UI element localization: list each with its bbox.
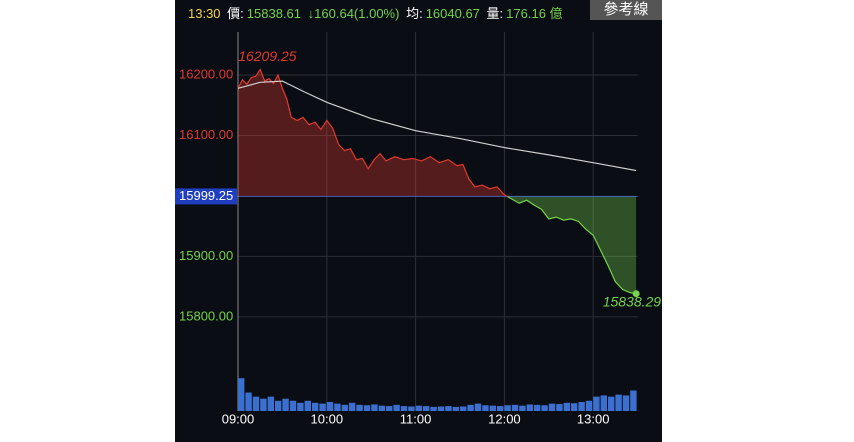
volume-bar [511,404,519,411]
price-line [237,68,509,197]
volume-bar [252,396,260,411]
average-line [237,80,637,172]
volume-bar [534,404,541,411]
volume-bar [548,403,556,411]
price: 15838.61 [246,6,302,21]
volume-bar [349,402,356,411]
volume-bar [608,396,615,411]
volume-bar [415,405,422,411]
volume-bar [526,404,533,411]
volume-bar [378,405,385,411]
volume-bar [437,406,445,411]
label: 量: [486,6,504,21]
volume-bar [393,404,400,411]
price-line [506,196,637,295]
header: 13:30 價: 15838.61 ↓160.64(1.00%) 均: 16040.… [188,3,566,22]
vol: 176.16 億 [506,6,563,21]
change: ↓160.64(1.00%) [307,6,400,21]
x-tick-label: 11:00 [400,411,432,426]
y-tick-label: 15999.25 [179,188,233,203]
volume-bar [304,400,311,411]
volume-bar [578,401,585,411]
x-tick-label: 09:00 [222,411,255,426]
area-down [238,196,637,294]
volume-bar [445,406,452,411]
volume-bar [423,406,430,411]
volume-bar [571,403,578,411]
volume-bar [408,406,415,411]
volume-bar [319,403,326,411]
volume-bar [400,406,408,411]
volume-bar [541,405,548,411]
volume-bar [489,405,496,411]
x-tick-label: 10:00 [311,411,344,426]
volume-bar [341,404,348,411]
annotation: 16209.25 [238,48,297,64]
volume-bar [504,405,511,411]
y-tick-label: 16100.00 [179,127,233,142]
reference-button[interactable]: 參考線 [590,0,662,20]
volume-bar [630,390,637,411]
volume-bar [238,378,245,411]
volume-bar [622,395,630,411]
volume-bar [356,404,363,411]
volume-bar [289,400,297,411]
label: 價: [227,6,244,21]
annotation: 15838.29 [603,293,662,309]
volume-bar [297,402,304,411]
x-tick-label: 12:00 [488,411,521,426]
volume-bar [519,405,526,411]
volume-bar [430,406,437,411]
volume-bar [556,404,563,411]
volume-bar [563,402,570,411]
volume-bar [282,398,289,411]
volume-bar [467,404,474,411]
avg: 16040.67 [425,6,480,21]
volume-bar [260,398,267,411]
volume-bar [326,401,334,411]
y-tick-label: 16200.00 [179,66,233,81]
reference-label-bg [175,188,237,205]
volume-bar [585,400,593,411]
x-tick-label: 13:00 [577,411,610,426]
volume-bar [497,406,504,411]
volume-bar [593,396,600,411]
volume-bar [386,406,393,411]
time: 13:30 [188,6,221,21]
area-up [238,69,508,197]
volume-bar [460,406,467,411]
volume-bar [615,394,622,411]
volume-bar [363,405,371,411]
panel [175,0,662,442]
volume-bar [245,392,252,411]
volume-bar [312,402,319,411]
last-point [632,290,640,298]
volume-bar [334,403,341,411]
volume-bar [452,406,459,411]
volume-bar [275,400,282,411]
volume-bar [474,403,482,411]
label: 均: [406,6,423,21]
volume-bar [267,396,274,411]
volume-bar [482,405,489,411]
volume-bar [371,404,378,411]
y-tick-label: 15800.00 [179,308,233,323]
y-tick-label: 15900.00 [179,248,233,263]
volume-bar [600,395,607,411]
